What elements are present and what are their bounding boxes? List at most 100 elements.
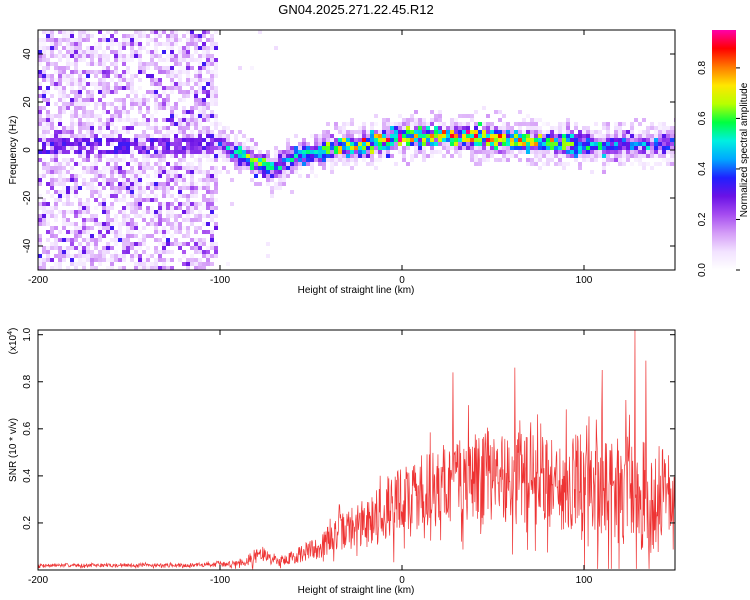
heatmap-cell xyxy=(642,162,646,166)
heatmap-cell xyxy=(186,62,190,66)
heatmap-cell xyxy=(106,118,110,122)
heatmap-cell xyxy=(306,174,310,178)
heatmap-cell xyxy=(178,150,182,154)
heatmap-cell xyxy=(518,130,522,134)
heatmap-cell xyxy=(102,54,106,58)
heatmap-cell xyxy=(78,94,82,98)
heatmap-cell xyxy=(46,114,50,118)
heatmap-cell xyxy=(402,158,406,162)
heatmap-cell xyxy=(126,242,130,246)
heatmap-cell xyxy=(442,134,446,138)
heatmap-cell xyxy=(50,194,54,198)
heatmap-cell xyxy=(110,78,114,82)
heatmap-cell xyxy=(118,238,122,242)
heatmap-cell xyxy=(534,158,538,162)
heatmap-cell xyxy=(366,134,370,138)
heatmap-cell xyxy=(350,142,354,146)
heatmap-cell xyxy=(62,190,66,194)
heatmap-cell xyxy=(138,38,142,42)
heatmap-cell xyxy=(98,154,102,158)
heatmap-cell xyxy=(38,138,42,142)
heatmap-cell xyxy=(166,42,170,46)
heatmap-cell xyxy=(78,262,82,266)
heatmap-cell xyxy=(386,134,390,138)
heatmap-cell xyxy=(206,222,210,226)
heatmap-cell xyxy=(486,138,490,142)
heatmap-cell xyxy=(42,146,46,150)
heatmap-cell xyxy=(374,158,378,162)
heatmap-cell xyxy=(618,162,622,166)
heatmap-cell xyxy=(114,30,118,34)
heatmap-cell xyxy=(630,142,634,146)
heatmap-cell xyxy=(226,262,230,266)
heatmap-cell xyxy=(166,170,170,174)
heatmap-cell xyxy=(94,118,98,122)
heatmap-cell xyxy=(206,202,210,206)
heatmap-cell xyxy=(526,142,530,146)
heatmap-cell xyxy=(434,138,438,142)
heatmap-cell xyxy=(70,158,74,162)
snr-y-tick-label: 0.6 xyxy=(22,421,33,435)
heatmap-cell xyxy=(154,94,158,98)
heatmap-cell xyxy=(514,146,518,150)
heatmap-cell xyxy=(190,66,194,70)
heatmap-cell xyxy=(430,150,434,154)
heatmap-cell xyxy=(206,146,210,150)
heatmap-cell xyxy=(622,142,626,146)
heatmap-cell xyxy=(370,122,374,126)
heatmap-cell xyxy=(478,138,482,142)
heatmap-cell xyxy=(194,238,198,242)
heatmap-cell xyxy=(118,146,122,150)
heatmap-cell xyxy=(402,134,406,138)
heatmap-cell xyxy=(178,242,182,246)
heatmap-cell xyxy=(370,126,374,130)
heatmap-cell xyxy=(182,186,186,190)
heatmap-cell xyxy=(134,34,138,38)
heatmap-cell xyxy=(170,250,174,254)
heatmap-cell xyxy=(490,150,494,154)
heatmap-cell xyxy=(130,46,134,50)
heatmap-cell xyxy=(70,30,74,34)
heatmap-cell xyxy=(158,86,162,90)
heatmap-cell xyxy=(378,130,382,134)
heatmap-cell xyxy=(642,138,646,142)
heatmap-cell xyxy=(50,122,54,126)
heatmap-cell xyxy=(50,166,54,170)
heatmap-cell xyxy=(526,158,530,162)
heatmap-cell xyxy=(122,54,126,58)
heatmap-cell xyxy=(318,138,322,142)
heatmap-cell xyxy=(518,150,522,154)
heatmap-cell xyxy=(586,126,590,130)
heatmap-cell xyxy=(206,58,210,62)
heatmap-cell xyxy=(542,162,546,166)
heatmap-cell xyxy=(106,82,110,86)
heatmap-cell xyxy=(142,62,146,66)
heatmap-cell xyxy=(354,162,358,166)
heatmap-cell xyxy=(78,54,82,58)
heatmap-cell xyxy=(114,42,118,46)
heatmap-cell xyxy=(174,122,178,126)
heatmap-cell xyxy=(398,142,402,146)
heatmap-cell xyxy=(134,222,138,226)
heatmap-cell xyxy=(114,150,118,154)
heatmap-cell xyxy=(102,82,106,86)
heatmap-cell xyxy=(90,234,94,238)
spectrogram-x-tick-label: 100 xyxy=(576,275,593,286)
heatmap-cell xyxy=(550,138,554,142)
heatmap-cell xyxy=(106,86,110,90)
heatmap-cell xyxy=(242,150,246,154)
heatmap-cell xyxy=(586,154,590,158)
heatmap-cell xyxy=(214,58,218,62)
heatmap-cell xyxy=(126,238,130,242)
heatmap-cell xyxy=(146,234,150,238)
heatmap-cell xyxy=(634,158,638,162)
heatmap-cell xyxy=(122,214,126,218)
heatmap-cell xyxy=(82,98,86,102)
heatmap-cell xyxy=(162,58,166,62)
heatmap-cell xyxy=(470,146,474,150)
heatmap-cell xyxy=(154,86,158,90)
heatmap-cell xyxy=(534,126,538,130)
heatmap-cell xyxy=(54,134,58,138)
heatmap-cell xyxy=(602,146,606,150)
